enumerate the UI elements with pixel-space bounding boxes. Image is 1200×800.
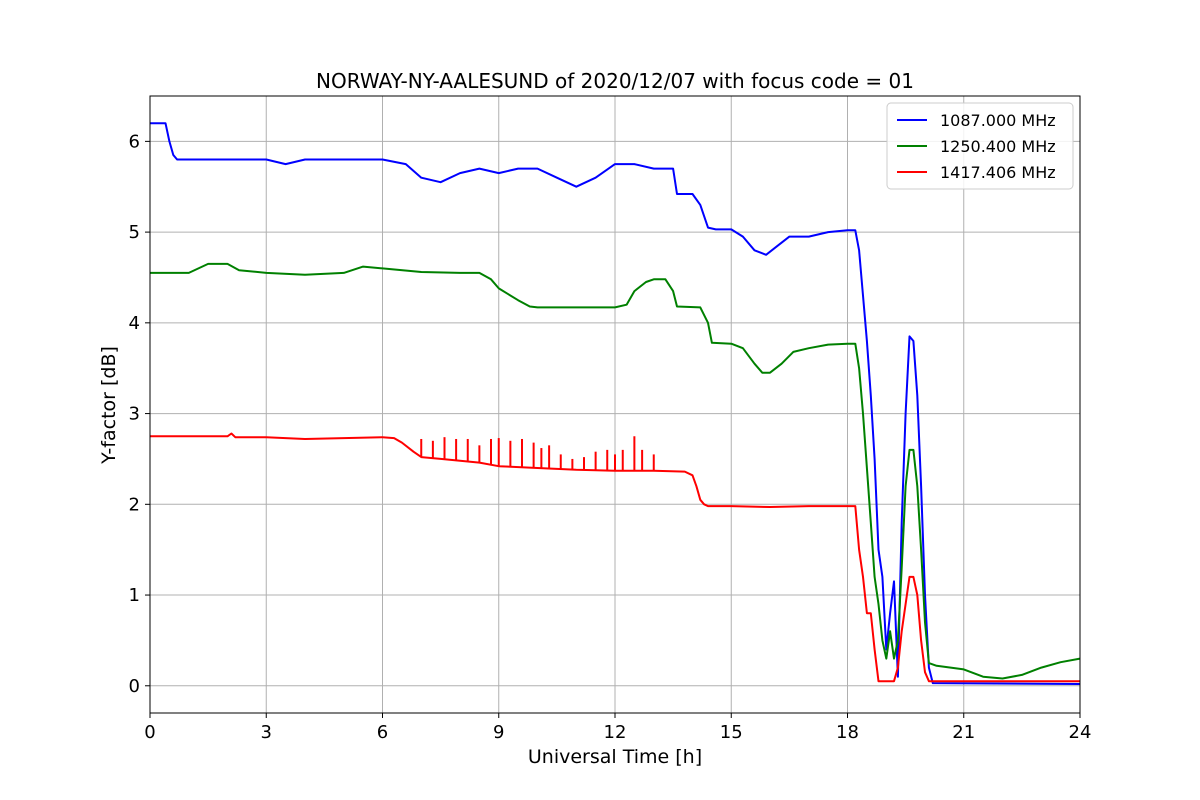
y-axis-label: Y-factor [dB] [98,346,120,465]
chart-title: NORWAY-NY-AALESUND of 2020/12/07 with fo… [316,69,914,93]
grid [149,96,1081,713]
x-tick-label: 3 [261,722,272,743]
y-tick-label: 5 [129,222,140,243]
legend-label: 1417.406 MHz [940,163,1056,182]
series-line-3 [150,432,1080,683]
legend: 1087.000 MHz 1250.400 MHz 1417.406 MHz [886,102,1074,190]
y-tick-label: 6 [129,131,140,152]
x-tick-label: 6 [377,722,388,743]
x-tick-label: 0 [144,722,155,743]
x-tick-label: 18 [836,722,859,743]
y-tick-label: 4 [129,313,140,334]
series-line-2 [150,262,1081,680]
x-tick-label: 15 [720,722,743,743]
legend-box [886,102,1074,190]
y-tick-label: 1 [129,585,140,606]
x-axis-label: Universal Time [h] [528,746,702,768]
y-axis: 0 1 2 3 4 5 6 [129,131,150,697]
plot-area [150,122,1081,685]
x-axis: 0 3 6 9 12 15 18 21 24 [144,713,1091,743]
y-tick-label: 2 [129,494,140,515]
x-tick-label: 21 [952,722,975,743]
y-tick-label: 0 [129,676,140,697]
x-tick-label: 12 [604,722,627,743]
x-tick-label: 9 [493,722,504,743]
y-tick-label: 3 [129,404,140,425]
legend-label: 1250.400 MHz [940,137,1056,156]
series-line-1 [150,122,1081,685]
x-tick-label: 24 [1069,722,1092,743]
legend-label: 1087.000 MHz [940,111,1056,130]
